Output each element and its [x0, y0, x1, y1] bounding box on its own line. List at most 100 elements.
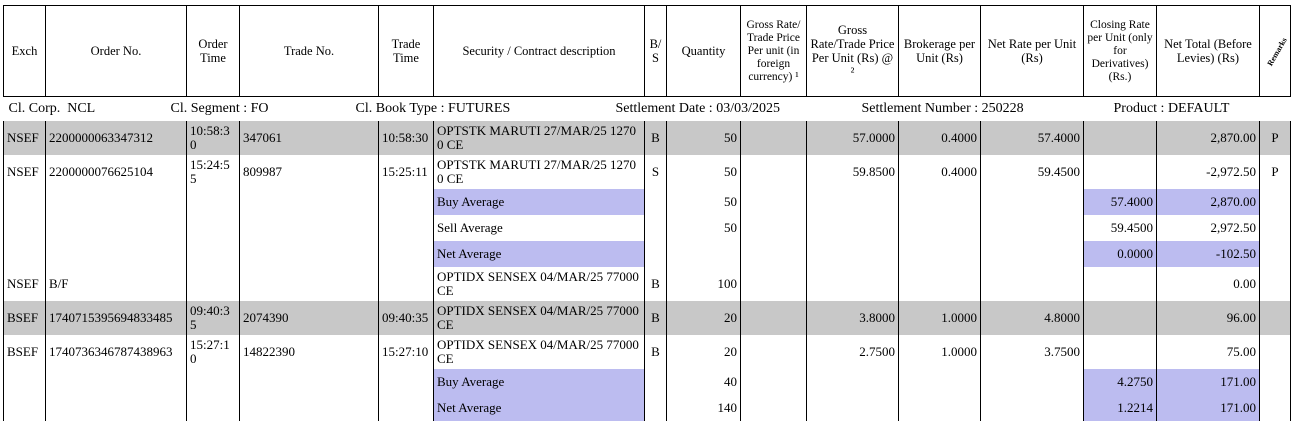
cell [898, 369, 981, 395]
cell: B [644, 121, 667, 155]
cell-text: P [1271, 130, 1279, 145]
cell: 14822390 [239, 335, 379, 369]
cell: 0.00 [1156, 267, 1260, 301]
cell [740, 155, 807, 189]
cell [186, 241, 240, 267]
cell [898, 189, 981, 215]
cell-text: B [651, 276, 660, 291]
cell-text: 2200000076625104 [49, 164, 153, 179]
cell: 59.4500 [980, 155, 1084, 189]
cell-text: 2,972.50 [1210, 220, 1257, 235]
column-header-text: Security / Contract description [462, 44, 616, 58]
cell-text: Net Average [437, 400, 502, 415]
column-header-text: Net Rate per Unit (Rs) [987, 37, 1077, 65]
cell [1083, 155, 1157, 189]
cell-text: 20 [724, 310, 737, 325]
column-header: Closing Rate per Unit (only for Derivati… [1083, 5, 1157, 97]
cell [980, 189, 1084, 215]
column-header: Net Total (Before Levies) (Rs) [1156, 5, 1260, 97]
column-header: Net Rate per Unit (Rs) [980, 5, 1084, 97]
column-header-text: Net Total (Before Levies) (Rs) [1164, 37, 1252, 65]
cell-text: 10:58:30 [382, 130, 429, 145]
cell-text: 15:25:11 [382, 164, 428, 179]
cell: 20 [666, 335, 741, 369]
cell: 347061 [239, 121, 379, 155]
column-header-text: Quantity [681, 44, 726, 58]
cell [1083, 267, 1157, 301]
cell-text: 1.0000 [941, 344, 977, 359]
cell-text: 100 [717, 276, 738, 291]
cell: 59.4500 [1083, 215, 1157, 241]
column-header: B/ S [644, 5, 667, 97]
cell-text: 3.8000 [859, 310, 895, 325]
column-header-text: Order No. [90, 44, 142, 58]
cell: Sell Average [433, 215, 645, 241]
cell [239, 267, 379, 301]
cell: 10:58:30 [378, 121, 434, 155]
column-header: Remarks [1259, 5, 1291, 97]
cell-text: 4.2750 [1117, 374, 1153, 389]
info-text: Cl. Segment : FO [170, 101, 269, 116]
info-text: Settlement Date : 03/03/2025 [615, 101, 780, 116]
cell: 4.8000 [980, 301, 1084, 335]
cell: 15:27:10 [186, 335, 240, 369]
cell-text: 09:40:35 [382, 310, 429, 325]
cell: 59.8500 [806, 155, 899, 189]
cell [980, 395, 1084, 421]
cell-text: Buy Average [437, 194, 505, 209]
cell-text: OPTIDX SENSEX 04/MAR/25 77000 CE [437, 337, 639, 366]
column-header: Quantity [666, 5, 741, 97]
contract-note-table: Exch Order No. Order Time Trade No. Trade Ti… [3, 5, 1291, 421]
cell: S [644, 155, 667, 189]
cell-text: 20 [724, 344, 737, 359]
cell [644, 215, 667, 241]
cell [1083, 301, 1157, 335]
cell-text: 10:58:30 [190, 123, 230, 152]
average-row: Net Average 0.0000 -102.50 [3, 241, 1291, 267]
cell-text: S [651, 164, 660, 179]
column-header: Order Time [186, 5, 240, 97]
cell [186, 369, 240, 395]
cell [3, 189, 46, 215]
cell: 1.2214 [1083, 395, 1157, 421]
column-header: Gross Rate/ Trade Price Per unit (in for… [740, 5, 807, 97]
table-body: Cl. Corp. NCL Cl. Segment : FO Cl. Book Ty… [3, 97, 1291, 421]
cell-text: 40 [724, 374, 737, 389]
cell: 100 [666, 267, 741, 301]
cell-text: 15:27:10 [382, 344, 429, 359]
cell [3, 215, 46, 241]
cell: 0.0000 [1083, 241, 1157, 267]
cell [740, 267, 807, 301]
cell-text: 57.4000 [1037, 130, 1080, 145]
cell [740, 369, 807, 395]
cell-text: 2,870.00 [1210, 130, 1257, 145]
cell [740, 215, 807, 241]
cell-text: 14822390 [243, 344, 295, 359]
cell [1259, 369, 1291, 395]
cell-text: 59.4500 [1110, 220, 1153, 235]
cell: 15:27:10 [378, 335, 434, 369]
cell [239, 369, 379, 395]
cell: 20 [666, 301, 741, 335]
cell: 2,972.50 [1156, 215, 1260, 241]
cell: NSEF [3, 121, 46, 155]
cell [378, 241, 434, 267]
cell [980, 369, 1084, 395]
cell [239, 395, 379, 421]
cell-text: B [651, 344, 660, 359]
cell: BSEF [3, 335, 46, 369]
cell [1259, 189, 1291, 215]
cell-text: 50 [724, 164, 737, 179]
cell-text: 0.4000 [941, 164, 977, 179]
cell-text: B [651, 130, 660, 145]
cell-text: 1740715395694833485 [49, 310, 173, 325]
trade-row: BSEF 1740715395694833485 09:40:35 2074390 09… [3, 301, 1291, 335]
column-header-text: Remarks [1265, 36, 1289, 68]
column-header: Gross Rate/Trade Price Per Unit (Rs) @ ² [806, 5, 899, 97]
cell: 171.00 [1156, 369, 1260, 395]
cell: -2,972.50 [1156, 155, 1260, 189]
cell: 09:40:35 [378, 301, 434, 335]
cell: 57.0000 [806, 121, 899, 155]
cell-text: 75.00 [1226, 344, 1256, 359]
cell-text: 2074390 [243, 310, 289, 325]
